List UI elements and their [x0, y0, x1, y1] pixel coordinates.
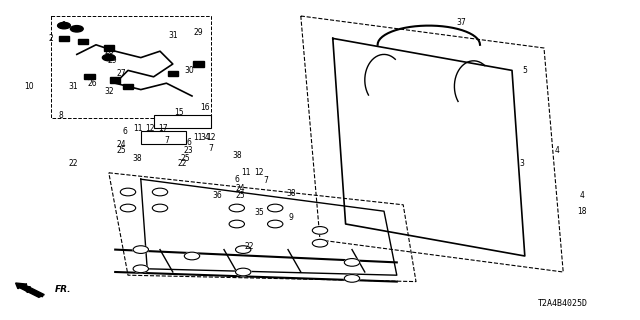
Text: 6: 6	[122, 127, 127, 136]
Circle shape	[312, 227, 328, 234]
Text: 30: 30	[184, 66, 194, 75]
Circle shape	[102, 54, 115, 61]
Text: 22: 22	[245, 242, 254, 251]
Bar	[84, 74, 95, 79]
Text: 11: 11	[194, 133, 203, 142]
Text: 15: 15	[174, 108, 184, 116]
Circle shape	[236, 268, 251, 276]
Circle shape	[58, 22, 70, 29]
Text: 36: 36	[212, 191, 223, 200]
Text: 7: 7	[164, 136, 169, 145]
Bar	[154, 115, 211, 128]
Text: 29: 29	[107, 56, 117, 65]
Text: 22: 22	[178, 159, 187, 168]
Text: 11: 11	[133, 124, 142, 132]
Text: 5: 5	[522, 66, 527, 75]
Text: 22: 22	[69, 159, 78, 168]
Text: 16: 16	[200, 103, 210, 112]
Text: 4: 4	[554, 146, 559, 155]
Text: 34: 34	[200, 133, 210, 142]
Circle shape	[70, 26, 83, 32]
Text: 28: 28	[104, 47, 113, 56]
Circle shape	[229, 220, 244, 228]
Text: 25: 25	[235, 191, 245, 200]
Text: FR.: FR.	[54, 285, 71, 294]
Bar	[59, 36, 69, 41]
Circle shape	[344, 259, 360, 266]
Circle shape	[184, 252, 200, 260]
Bar	[104, 45, 114, 51]
Text: 24: 24	[235, 184, 245, 193]
Text: 11: 11	[242, 168, 251, 177]
Circle shape	[133, 246, 148, 253]
Text: 1: 1	[61, 21, 67, 30]
Bar	[78, 39, 88, 44]
Circle shape	[344, 275, 360, 282]
Text: 23: 23	[184, 146, 194, 155]
Text: 12: 12	[146, 124, 155, 132]
Text: 38: 38	[232, 151, 242, 160]
Text: 25: 25	[116, 146, 127, 155]
Text: 24: 24	[116, 140, 127, 148]
Text: 8: 8	[58, 111, 63, 120]
Text: T2A4B4025D: T2A4B4025D	[538, 300, 588, 308]
Text: 9: 9	[289, 213, 294, 222]
Circle shape	[268, 204, 283, 212]
Circle shape	[312, 239, 328, 247]
Circle shape	[120, 204, 136, 212]
Text: 7: 7	[209, 144, 214, 153]
Circle shape	[152, 204, 168, 212]
Text: 2: 2	[49, 34, 54, 43]
Text: 17: 17	[158, 124, 168, 132]
Circle shape	[268, 220, 283, 228]
Bar	[110, 77, 120, 83]
Text: 4: 4	[580, 191, 585, 200]
Circle shape	[236, 246, 251, 253]
Bar	[123, 84, 133, 89]
Bar	[193, 61, 204, 67]
Circle shape	[133, 265, 148, 273]
Text: 12: 12	[255, 168, 264, 177]
Circle shape	[229, 204, 244, 212]
Bar	[168, 71, 178, 76]
Text: 38: 38	[286, 189, 296, 198]
Text: 12: 12	[207, 133, 216, 142]
Text: 26: 26	[88, 79, 98, 88]
Text: 37: 37	[456, 18, 466, 27]
Text: 6: 6	[234, 175, 239, 184]
Text: 18: 18	[578, 207, 587, 216]
Text: 31: 31	[68, 82, 79, 91]
Bar	[141, 131, 186, 144]
FancyArrow shape	[15, 283, 44, 297]
Text: 25: 25	[180, 154, 191, 163]
Text: 6: 6	[186, 138, 191, 147]
Text: 38: 38	[132, 154, 143, 163]
Text: 29: 29	[193, 28, 204, 36]
Text: 31: 31	[168, 31, 178, 40]
Text: 35: 35	[254, 208, 264, 217]
Text: 3: 3	[519, 159, 524, 168]
Text: 7: 7	[263, 176, 268, 185]
Text: 10: 10	[24, 82, 34, 91]
Circle shape	[152, 188, 168, 196]
Text: 32: 32	[104, 87, 114, 96]
Circle shape	[120, 188, 136, 196]
Text: 27: 27	[116, 69, 127, 78]
